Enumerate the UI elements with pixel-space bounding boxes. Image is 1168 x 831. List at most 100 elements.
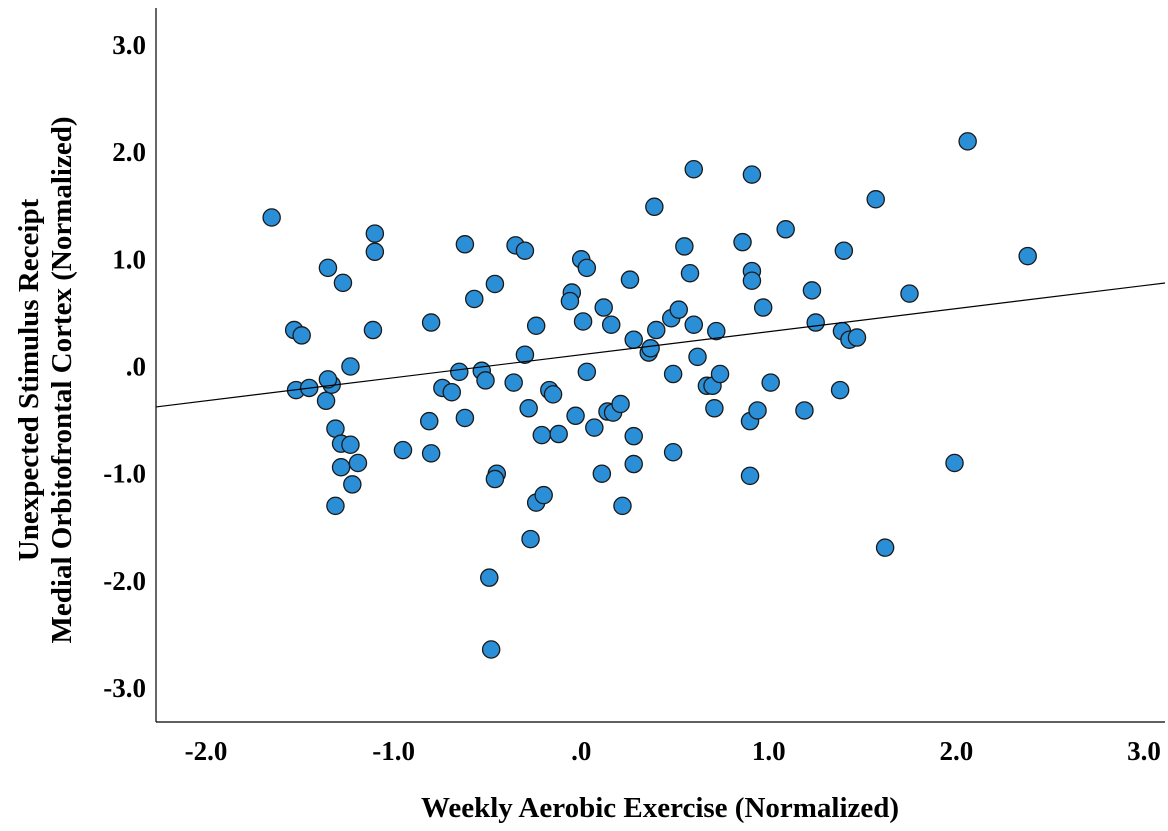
- y-tick-label: .0: [126, 352, 146, 382]
- data-point: [680, 263, 700, 283]
- data-point: [748, 401, 767, 420]
- data-point: [573, 312, 593, 331]
- data-point: [566, 406, 585, 426]
- data-point: [646, 320, 666, 340]
- data-point: [316, 391, 336, 411]
- data-point: [806, 313, 825, 332]
- data-point: [476, 371, 495, 390]
- data-point: [521, 529, 540, 549]
- data-point: [684, 315, 704, 334]
- data-points: [262, 132, 1037, 659]
- data-point: [1018, 246, 1037, 266]
- x-tick-label: .0: [571, 736, 591, 766]
- data-point: [753, 298, 773, 317]
- data-point: [341, 357, 360, 376]
- data-point: [613, 496, 632, 516]
- x-tick-label: 2.0: [940, 736, 974, 766]
- data-point: [292, 326, 311, 345]
- data-point: [669, 300, 689, 319]
- data-point: [663, 443, 683, 462]
- data-point: [733, 232, 752, 252]
- data-point: [834, 241, 854, 260]
- data-point: [515, 241, 535, 260]
- data-point: [624, 426, 643, 446]
- data-point: [485, 469, 505, 489]
- data-point: [465, 289, 484, 309]
- data-point: [641, 339, 660, 358]
- data-point: [532, 425, 552, 445]
- data-point: [900, 284, 919, 303]
- data-point: [705, 399, 724, 418]
- data-point: [645, 197, 664, 217]
- data-point: [560, 291, 580, 311]
- data-point: [421, 313, 441, 332]
- data-point: [363, 320, 383, 340]
- y-tick-label: 3.0: [112, 30, 146, 60]
- data-point: [543, 385, 563, 404]
- y-tick-label: -3.0: [103, 673, 146, 703]
- data-point: [761, 373, 780, 392]
- fit-line: [155, 282, 1166, 408]
- y-tick-label: 2.0: [112, 137, 146, 167]
- data-point: [504, 373, 523, 392]
- data-point: [318, 370, 338, 389]
- data-point: [663, 364, 683, 384]
- data-point: [577, 258, 597, 278]
- data-point: [945, 453, 964, 473]
- data-point: [333, 273, 353, 293]
- data-point: [365, 224, 385, 243]
- data-point: [684, 160, 704, 179]
- data-point: [611, 394, 630, 414]
- data-point: [331, 458, 351, 477]
- data-point: [620, 270, 640, 289]
- y-axis-title-line-1: Unexpected Stimulus Receipt: [13, 198, 45, 561]
- data-point: [348, 453, 368, 473]
- data-point: [526, 316, 546, 336]
- data-point: [866, 190, 885, 209]
- data-point: [480, 568, 499, 587]
- data-point: [624, 454, 643, 474]
- data-point: [393, 440, 413, 460]
- x-tick-label: -1.0: [372, 736, 415, 766]
- y-axis-title-line-2: Medial Orbitofrontal Cortex (Normalized): [46, 117, 78, 644]
- data-point: [742, 271, 762, 290]
- data-point: [847, 328, 867, 347]
- data-point: [343, 475, 362, 494]
- x-tick-label: 3.0: [1127, 736, 1161, 766]
- x-tick-label: -2.0: [185, 736, 228, 766]
- data-point: [585, 418, 604, 437]
- data-point: [341, 435, 360, 455]
- data-point: [365, 242, 385, 262]
- data-point: [577, 362, 597, 382]
- data-point: [802, 281, 822, 300]
- data-point: [795, 401, 814, 420]
- data-point: [318, 258, 338, 278]
- data-point: [594, 298, 613, 317]
- data-point: [688, 347, 707, 367]
- x-axis-title: Weekly Aerobic Exercise (Normalized): [421, 792, 899, 824]
- y-tick-labels: 3.0 2.0 1.0 .0 -1.0 -2.0 -3.0: [103, 30, 146, 703]
- data-point: [624, 330, 643, 349]
- data-point: [262, 208, 281, 227]
- y-tick-label: 1.0: [112, 244, 146, 274]
- y-tick-label: -2.0: [103, 566, 146, 596]
- data-point: [592, 464, 612, 483]
- data-point: [675, 237, 694, 256]
- data-point: [326, 496, 345, 516]
- data-point: [450, 362, 469, 382]
- data-point: [455, 235, 475, 254]
- y-tick-label: -1.0: [103, 459, 146, 489]
- x-tick-label: 1.0: [752, 736, 786, 766]
- data-point: [419, 411, 439, 431]
- data-point: [742, 165, 762, 184]
- data-point: [776, 220, 795, 239]
- data-point: [707, 321, 726, 341]
- data-point: [601, 315, 621, 334]
- data-point: [958, 132, 977, 151]
- data-point: [481, 640, 501, 659]
- data-point: [740, 466, 760, 486]
- data-point: [455, 408, 475, 428]
- data-point: [421, 444, 441, 463]
- data-point: [534, 485, 553, 505]
